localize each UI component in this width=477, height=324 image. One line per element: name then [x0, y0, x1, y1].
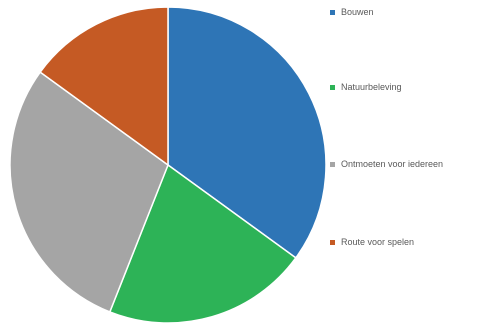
legend-swatch-bouwen — [330, 9, 335, 15]
pie-slice-ontmoeten-voor-iedereen — [9, 71, 169, 313]
legend-label-route-voor-spelen: Route voor spelen — [341, 237, 415, 247]
pie-slice-bouwen — [167, 6, 327, 259]
legend-item-natuurbeleving: Natuurbeleving — [330, 80, 402, 94]
legend-label-bouwen: Bouwen — [341, 7, 374, 17]
legend: Bouwen Natuurbeleving Ontmoeten voor ied… — [330, 0, 477, 324]
legend-swatch-route-voor-spelen — [330, 239, 335, 245]
legend-swatch-natuurbeleving — [330, 84, 335, 90]
pie-slice-natuurbeleving — [108, 163, 297, 324]
legend-item-route-voor-spelen: Route voor spelen — [330, 235, 414, 249]
legend-swatch-ontmoeten-voor-iedereen — [330, 161, 335, 167]
pie-svg — [9, 6, 327, 324]
legend-label-natuurbeleving: Natuurbeleving — [341, 82, 402, 92]
legend-item-ontmoeten-voor-iedereen: Ontmoeten voor iedereen — [330, 157, 443, 171]
pie-slice-route-voor-spelen — [39, 6, 169, 167]
legend-label-ontmoeten-voor-iedereen: Ontmoeten voor iedereen — [341, 159, 444, 169]
legend-item-bouwen: Bouwen — [330, 5, 374, 19]
